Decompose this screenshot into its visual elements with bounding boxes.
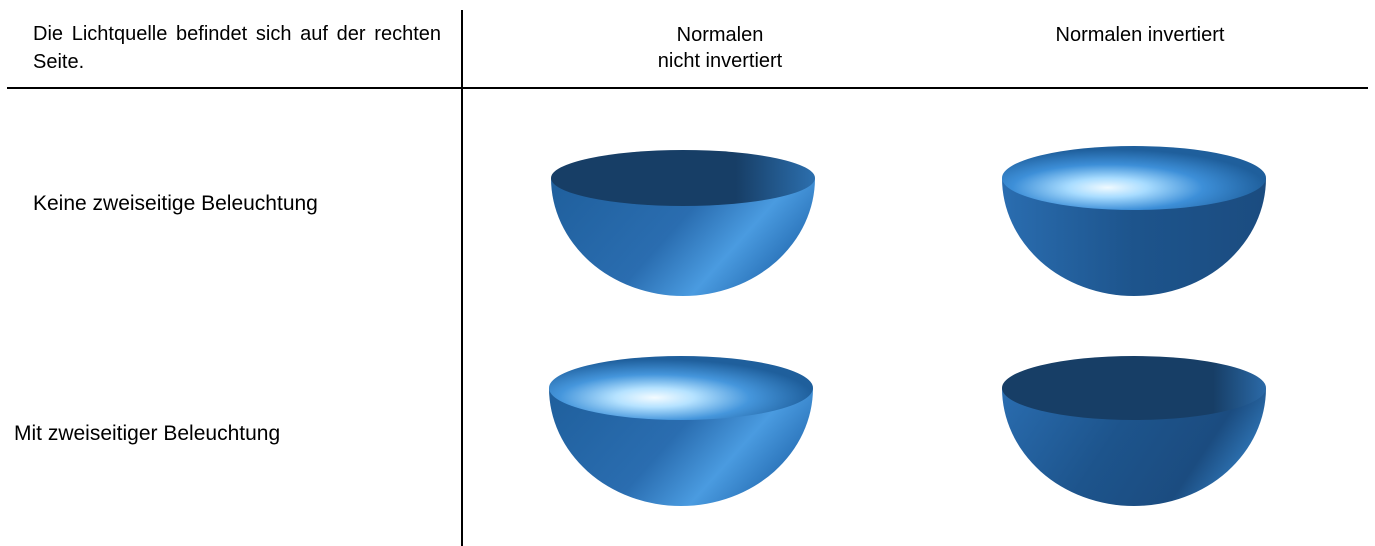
- row-label-two-sided: Mit zweiseitiger Beleuchtung: [14, 422, 281, 445]
- column-header-line: Normalen invertiert: [1055, 24, 1225, 46]
- horizontal-divider: [7, 87, 1368, 89]
- bowl-inside-lit: [1002, 146, 1266, 296]
- vertical-divider: [461, 10, 463, 546]
- column-header-inverted: Normalen invertiert: [1010, 22, 1270, 48]
- bowl-outside-lit: [551, 150, 815, 296]
- column-header-not-inverted: Normalen nicht invertiert: [590, 22, 850, 74]
- row-label-no-two-sided: Keine zweiseitige Beleuchtung: [33, 192, 318, 215]
- column-header-line: nicht invertiert: [657, 50, 783, 72]
- bowl-two-sided-dark: [1002, 356, 1266, 506]
- light-source-note: Die Lichtquelle befindet sich auf der re…: [33, 23, 441, 73]
- bowl-two-sided-lit: [549, 356, 813, 506]
- column-header-line: Normalen: [676, 24, 764, 46]
